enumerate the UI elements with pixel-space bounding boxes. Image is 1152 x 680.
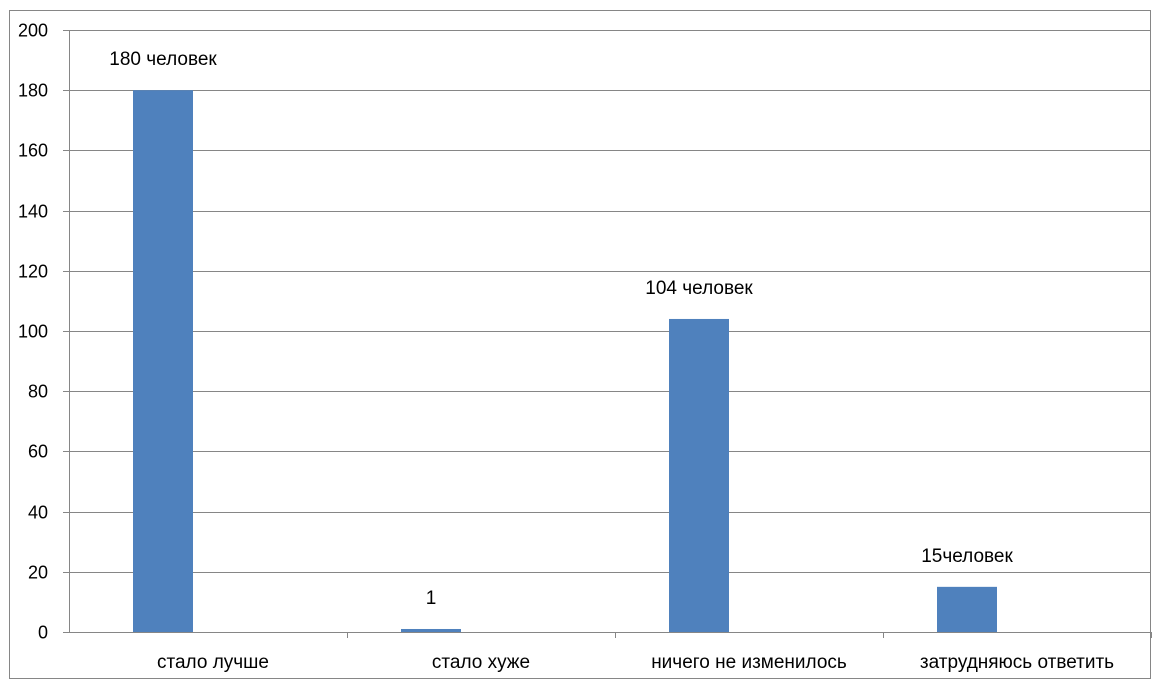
- data-label: 104 человек: [645, 278, 753, 299]
- y-tick-label: 40: [28, 503, 48, 523]
- labels: 180 человек стало лучше 1 стало хуже 104 чел…: [109, 49, 1114, 673]
- x-category-label: затрудняюсь ответить: [920, 652, 1114, 673]
- y-tick-label: 180: [18, 81, 48, 101]
- data-label: 1: [426, 588, 437, 609]
- data-label: 180 человек: [109, 49, 217, 70]
- y-tick-label: 0: [38, 623, 48, 643]
- x-category-label: ничего не изменилось: [651, 652, 847, 673]
- y-tick-label: 80: [28, 382, 48, 402]
- data-label: 15человек: [921, 546, 1013, 567]
- chart-frame: [9, 10, 1151, 679]
- y-tick-label: 60: [28, 442, 48, 462]
- y-tick-label: 160: [18, 141, 48, 161]
- bar: [669, 318, 729, 632]
- bar: [937, 586, 997, 632]
- x-category-label: стало хуже: [432, 652, 530, 673]
- y-tick-label: 120: [18, 262, 48, 282]
- y-tick-label: 140: [18, 202, 48, 222]
- bar: [401, 628, 461, 632]
- x-category-label: стало лучше: [157, 652, 269, 673]
- axes: 0 20 40 60 80 100 120 140 160 180 200: [18, 21, 1152, 643]
- y-tick-label: 200: [18, 21, 48, 41]
- bar: [133, 90, 193, 632]
- y-tick-label: 100: [18, 322, 48, 342]
- y-tick-label: 20: [28, 563, 48, 583]
- gridlines: [69, 30, 1151, 573]
- bars: [133, 90, 997, 632]
